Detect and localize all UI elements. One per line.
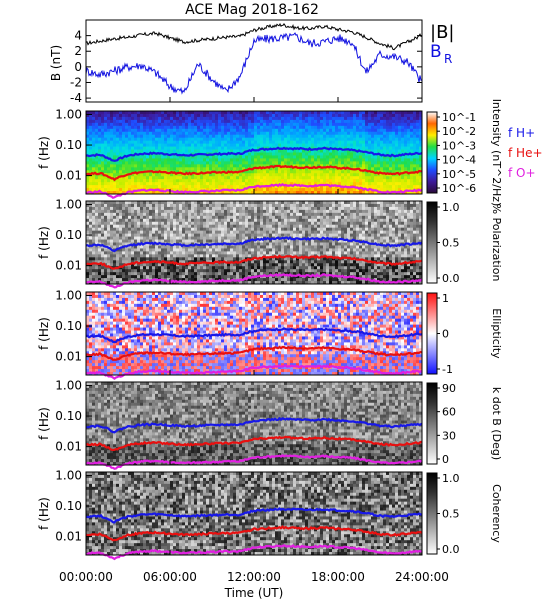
coherency-gyrofrequency-h-plus-line xyxy=(85,507,423,524)
ellipticity-colorbar-tick-label: 0 xyxy=(442,328,449,341)
ellipticity-ytick-label: 0.01 xyxy=(55,350,82,364)
kdotb-ytick-label: 0.01 xyxy=(55,440,82,454)
field-ytick-label: 4 xyxy=(74,29,82,43)
legend-radial-b-subscript: R xyxy=(444,52,452,66)
field-ylabel: B (nT) xyxy=(49,45,63,81)
coherency-colorbar xyxy=(426,472,438,555)
coherency-ytick-label: 0.01 xyxy=(55,530,82,544)
kdotb-colorbar-tick-label: 30 xyxy=(442,429,456,442)
polarization-ylabel: f (Hz) xyxy=(37,226,51,259)
kdotb-colorbar-tick-label: 0 xyxy=(442,453,449,466)
kdotb-colorbar-label: k dot B (Deg) xyxy=(490,387,503,460)
intensity-gyrofrequency-o-plus-line xyxy=(85,182,423,200)
coherency-colorbar-tick-label: 1.0 xyxy=(442,472,460,485)
ellipticity-ytick-label: 1.00 xyxy=(55,288,82,302)
legend-gyrofrequency-1: f He+ xyxy=(508,146,543,160)
intensity-ylabel: f (Hz) xyxy=(37,136,51,169)
coherency-gyrofrequency-he-plus-line xyxy=(85,525,423,542)
kdotb-colorbar-tick-label: 60 xyxy=(442,406,456,419)
kdotb-ytick-label: 1.00 xyxy=(55,378,82,392)
coherency-colorbar-tick-label: 0.0 xyxy=(442,543,460,556)
field-panel-frame xyxy=(85,19,423,103)
intensity-colorbar-label: Intensity (nT^2/Hz) xyxy=(490,99,503,207)
polarization-spectrogram-image xyxy=(86,201,423,285)
xtick-label: 00:00:00 xyxy=(59,570,113,584)
coherency-ytick-label: 1.00 xyxy=(55,468,82,482)
ellipticity-spectrogram-image xyxy=(86,292,423,376)
ellipticity-gyrofrequency-he-plus-line xyxy=(85,345,423,361)
polarization-colorbar-tick-label: 1.0 xyxy=(442,201,460,214)
xtick-label: 12:00:00 xyxy=(227,570,281,584)
intensity-colorbar-tick-label: 10^-3 xyxy=(442,139,476,152)
polarization-colorbar-tick-label: 0.0 xyxy=(442,272,460,285)
legend-gyrofrequency-0: f H+ xyxy=(508,126,535,140)
ellipticity-colorbar-tick-label: -1 xyxy=(442,363,453,376)
intensity-ytick-label: 0.10 xyxy=(55,138,82,152)
intensity-colorbar-tick-label: 10^-4 xyxy=(442,154,476,167)
intensity-spectrogram-image xyxy=(86,111,423,195)
ellipticity-gyrofrequency-o-plus-line xyxy=(85,363,423,380)
field-ytick-label: -4 xyxy=(70,91,82,105)
kdotb-colorbar-tick-label: 90 xyxy=(442,382,456,395)
coherency-gyrofrequency-o-plus-line xyxy=(85,544,422,561)
polarization-gyrofrequency-h-plus-line xyxy=(85,236,423,253)
polarization-colorbar-label: % Polarization xyxy=(490,204,503,282)
intensity-colorbar-tick-label: 10^-5 xyxy=(442,168,476,181)
kdotb-ylabel: f (Hz) xyxy=(37,407,51,440)
legend-radial-b: B xyxy=(430,42,442,62)
intensity-ytick-label: 1.00 xyxy=(55,107,82,121)
xtick-label: 06:00:00 xyxy=(143,570,197,584)
intensity-colorbar xyxy=(426,111,438,194)
intensity-gyrofrequency-h-plus-line xyxy=(85,146,423,162)
ellipticity-colorbar-tick-label: 1 xyxy=(442,292,449,305)
coherency-ylabel: f (Hz) xyxy=(37,497,51,530)
kdotb-gyrofrequency-he-plus-line xyxy=(85,435,423,452)
polarization-colorbar-tick-label: 0.5 xyxy=(442,237,460,250)
xtick-label: 24:00:00 xyxy=(395,570,449,584)
kdotb-ytick-label: 0.10 xyxy=(55,409,82,423)
polarization-ytick-label: 0.01 xyxy=(55,259,82,273)
intensity-gyrofrequency-he-plus-line xyxy=(85,164,423,182)
ellipticity-colorbar-label: Ellipticity xyxy=(490,308,503,359)
ellipticity-gyrofrequency-h-plus-line xyxy=(85,327,423,344)
legend-gyrofrequency-2: f O+ xyxy=(508,166,536,180)
polarization-colorbar xyxy=(426,201,438,284)
field-ytick-label: 2 xyxy=(74,44,82,58)
xtick-label: 18:00:00 xyxy=(311,570,365,584)
radial-b-line xyxy=(85,32,423,95)
ellipticity-ylabel: f (Hz) xyxy=(37,317,51,350)
polarization-ytick-label: 0.10 xyxy=(55,228,82,242)
polarization-gyrofrequency-o-plus-line xyxy=(85,273,423,289)
kdotb-colorbar xyxy=(426,382,438,465)
field-panel: 42 0-2 -4 B (nT) |B| B R xyxy=(49,19,454,105)
coherency-colorbar-tick-label: 0.5 xyxy=(442,508,460,521)
ellipticity-colorbar xyxy=(426,292,438,375)
chart-title: ACE Mag 2018-162 xyxy=(185,2,319,18)
coherency-ytick-label: 0.10 xyxy=(55,499,82,513)
kdotb-gyrofrequency-h-plus-line xyxy=(85,416,423,434)
legend-total-b: |B| xyxy=(430,22,454,43)
polarization-gyrofrequency-he-plus-line xyxy=(85,254,423,270)
field-ytick-label: 0 xyxy=(74,60,82,74)
intensity-colorbar-tick-label: 10^-2 xyxy=(442,125,476,138)
kdotb-gyrofrequency-o-plus-line xyxy=(85,454,423,470)
intensity-colorbar-tick-label: 10^-1 xyxy=(442,111,476,124)
polarization-ytick-label: 1.00 xyxy=(55,197,82,211)
field-ytick-label: -2 xyxy=(70,75,82,89)
total-b-line xyxy=(85,22,423,51)
intensity-ytick-label: 0.01 xyxy=(55,169,82,183)
coherency-colorbar-label: Coherency xyxy=(490,484,503,543)
x-axis-label: Time (UT) xyxy=(224,586,284,600)
ellipticity-ytick-label: 0.10 xyxy=(55,319,82,333)
intensity-colorbar-tick-label: 10^-6 xyxy=(442,182,476,195)
coherency-spectrogram-image xyxy=(86,472,423,556)
